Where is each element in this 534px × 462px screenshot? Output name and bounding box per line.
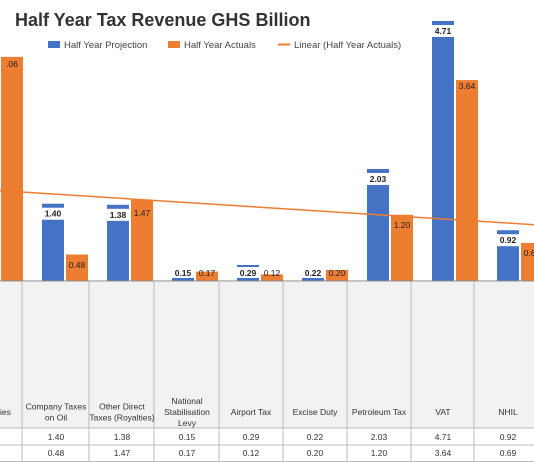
category-label-ies: ies [0,407,11,417]
category-label-other-direct-taxes-royalties: Other Direct Taxes (Royalties) [89,402,154,423]
table-actuals-national-stabilisation-levy: 0.17 [179,448,196,458]
legend-swatch-half-year-projection [48,41,60,48]
table-actuals-vat: 3.64 [435,448,452,458]
table-actuals-excise-duty: 0.20 [307,448,324,458]
data-label-projection-excise-duty: 0.22 [305,268,322,278]
category-label-excise-duty: Excise Duty [293,407,339,417]
table-projection-petroleum-tax: 2.03 [371,432,388,442]
chart-title: Half Year Tax Revenue GHS Billion [15,10,310,30]
data-labels-group: .06 1.40 0.48 1.38 1.47 0.15 0.17 0.29 0.12 0.22 0… [6,25,534,278]
label-bg-projection-excise-duty [302,267,324,278]
bar-half-year-projection-other-direct-taxes-royalties [107,204,129,281]
bar-half-year-actuals-nhil [521,242,534,281]
category-label-petroleum-tax: Petroleum Tax [352,407,407,417]
category-label-airport-tax: Airport Tax [231,407,272,417]
data-label-actuals-excise-duty: 0.20 [329,268,346,278]
bar-half-year-actuals-petroleum-tax [391,214,413,281]
label-bg-projection-company-taxes-on-oil [41,207,65,220]
legend: Half Year Projection Half Year Actuals Lin… [48,40,401,51]
bar-half-year-projection-company-taxes-on-oil [42,203,64,281]
data-label-projection-company-taxes-on-oil: 1.40 [45,209,62,219]
bar-half-year-actuals-excise-duty [326,269,348,281]
data-label-actuals-nhil: 0.69 [524,248,534,258]
data-label-projection-national-stabilisation-levy: 0.15 [175,268,192,278]
table-actuals-nhil: 0.69 [500,448,517,458]
data-label-actuals-company-taxes-on-oil: 0.48 [69,260,86,270]
data-label-projection-other-direct-taxes-royalties: 1.38 [110,210,127,220]
legend-label-trendline: Linear (Half Year Actuals) [294,40,401,51]
table-projection-nhil: 0.92 [500,432,517,442]
table-projection-excise-duty: 0.22 [307,432,324,442]
table-actuals-airport-tax: 0.12 [243,448,260,458]
bar-half-year-actuals-ies [1,56,23,281]
data-label-projection-petroleum-tax: 2.03 [370,174,387,184]
table-projection-airport-tax: 0.29 [243,432,260,442]
label-bg-projection-other-direct-taxes-royalties [106,208,130,221]
legend-swatch-half-year-actuals [168,41,180,48]
bar-half-year-projection-vat [432,21,454,282]
label-bg-projection-nhil [496,234,520,247]
table-projection-other-direct-taxes-royalties: 1.38 [114,432,131,442]
table-projection-vat: 4.71 [435,432,452,442]
category-label-vat: VAT [435,407,450,417]
data-label-actuals-national-stabilisation-levy: 0.17 [199,268,216,278]
data-label-actuals-vat: 3.64 [459,81,476,91]
table-actuals-petroleum-tax: 1.20 [371,448,388,458]
table-actuals-company-taxes-on-oil: 0.48 [48,448,65,458]
legend-label-half-year-actuals: Half Year Actuals [184,40,256,51]
trendline-group [0,189,534,226]
label-bg-projection-national-stabilisation-levy [172,267,194,278]
bar-half-year-actuals-other-direct-taxes-royalties [131,199,153,281]
data-label-projection-nhil: 0.92 [500,235,517,245]
data-label-actuals-other-direct-taxes-royalties: 1.47 [134,208,151,218]
data-label-projection-vat: 4.71 [435,26,452,36]
category-label-national-stabilisation-levy: National Stabilisation Levy [164,396,210,428]
label-bg-projection-vat [431,25,455,38]
legend-label-half-year-projection: Half Year Projection [64,40,147,51]
data-label-actuals-petroleum-tax: 1.20 [394,220,411,230]
label-bg-projection-airport-tax [237,267,259,278]
category-label-company-taxes-on-oil: Company Taxes on Oil [26,402,87,423]
bar-half-year-actuals-vat [456,80,478,282]
data-label-projection-airport-tax: 0.29 [240,268,257,278]
table-projection-company-taxes-on-oil: 1.40 [48,432,65,442]
data-label-actuals-ies: .06 [6,59,18,69]
bar-half-year-actuals-company-taxes-on-oil [66,254,88,281]
label-bg-projection-petroleum-tax [366,172,390,185]
trendline [0,189,534,226]
bar-half-year-actuals-national-stabilisation-levy [196,271,218,281]
table-projection-national-stabilisation-levy: 0.15 [179,432,196,442]
data-label-actuals-airport-tax: 0.12 [264,268,281,278]
bars-group [1,21,534,282]
bar-half-year-actuals-airport-tax [261,274,283,281]
table-actuals-other-direct-taxes-royalties: 1.47 [114,448,131,458]
category-label-nhil: NHIL [498,407,518,417]
bar-half-year-projection-petroleum-tax [367,168,389,281]
